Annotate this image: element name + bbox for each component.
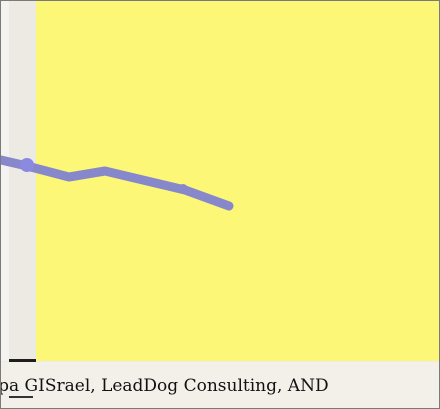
route-layer: [1, 155, 234, 211]
map-canvas[interactable]: [36, 1, 439, 361]
map-gutter: [9, 1, 36, 361]
attribution-text: apa GISrael, LeadDog Consulting, AND: [0, 376, 329, 396]
route-node-mid[interactable]: [178, 184, 188, 194]
route-line[interactable]: [1, 155, 234, 211]
scale-underline: [9, 393, 33, 398]
attribution-bar: apa GISrael, LeadDog Consulting, AND: [1, 362, 439, 408]
route-node-start[interactable]: [20, 158, 34, 172]
scale-bar: [9, 359, 36, 364]
